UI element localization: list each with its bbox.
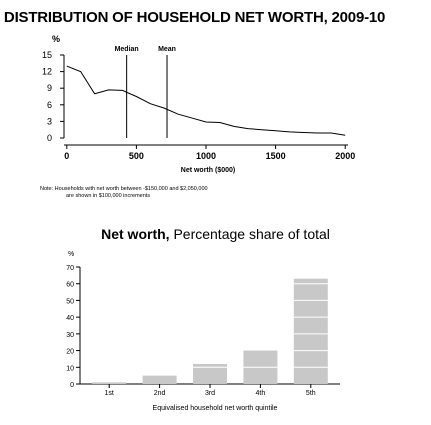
y-tick-label: 0 xyxy=(47,133,52,143)
y-tick-label: 9 xyxy=(47,83,52,93)
x-tick-label: 1000 xyxy=(196,151,216,161)
share-chart-title: Net worth, Percentage share of total xyxy=(0,226,431,242)
x-tick-label: 0 xyxy=(64,151,69,161)
reference-label-mean: Mean xyxy=(158,46,176,53)
note-line-1: Note: Households with net worth between … xyxy=(40,186,208,192)
share-chart-title-rest: Percentage share of total xyxy=(169,226,330,242)
distribution-line xyxy=(66,65,346,136)
y-tick-label: 15 xyxy=(42,50,52,60)
x-tick-label: 1500 xyxy=(266,151,286,161)
x-axis-title: Net worth ($000) xyxy=(181,167,235,174)
page-title: . DISTRIBUTION OF HOUSEHOLD NET WORTH, 2… xyxy=(0,9,386,26)
chart-note: Note: Households with net worth between … xyxy=(40,186,208,200)
reference-label-median: Median xyxy=(115,46,139,53)
x-tick-label: 2000 xyxy=(335,151,355,161)
x-tick-label: 500 xyxy=(129,151,144,161)
y-axis-unit-label: % xyxy=(52,34,60,44)
y-tick-label: 12 xyxy=(42,67,52,77)
y-tick-label: 3 xyxy=(47,116,52,126)
y-tick-label: 6 xyxy=(47,100,52,110)
note-line-2: are shown in $100,000 increments xyxy=(66,193,151,199)
share-chart-title-bold: Net worth, xyxy=(101,226,170,242)
